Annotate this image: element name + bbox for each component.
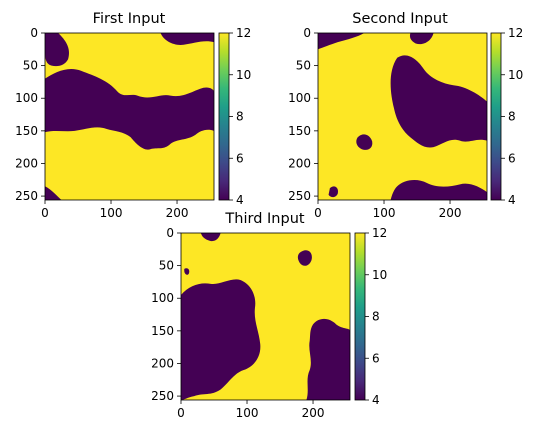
heatmap-low-region-3 — [200, 233, 221, 242]
heatmap-low-region-4 — [356, 134, 373, 150]
heatmap-low-region-2 — [306, 318, 350, 400]
heatmap-low-region-5 — [390, 180, 487, 200]
y-tick-label: 150 — [288, 124, 311, 138]
colorbar — [354, 232, 366, 401]
heatmap-panel-2: Second Input 0 100 200 0 50 100 150 200 250 4 6 8 10 1… — [288, 11, 523, 220]
heatmap-low-region-2 — [45, 33, 69, 67]
heatmap-panel-3: Third Input 0 100 200 0 50 100 150 200 250 4 6 8 10 12 — [151, 211, 387, 420]
heatmap-low-region-1 — [45, 68, 214, 150]
y-tick-label: 50 — [159, 259, 174, 273]
y-tick-label: 250 — [15, 189, 38, 203]
heatmap-low-region-5 — [184, 268, 190, 275]
axes-frame — [180, 232, 351, 401]
x-tick-label: 0 — [41, 206, 49, 220]
x-tick-label: 100 — [373, 206, 396, 220]
heatmap-low-region-4 — [45, 186, 62, 200]
colorbar-tick-label: 4 — [236, 193, 244, 207]
colorbar-tick-label: 10 — [236, 68, 251, 82]
heatmap-low-region-4 — [297, 250, 312, 266]
heatmap-low-region-3 — [160, 33, 214, 45]
panel-title: Third Input — [224, 211, 304, 227]
y-tick-label: 100 — [151, 291, 174, 305]
colorbar-tick-label: 12 — [508, 26, 523, 40]
heatmap-low-region-1 — [181, 279, 261, 400]
colorbar-tick-label: 4 — [372, 393, 380, 407]
x-tick-label: 100 — [236, 406, 259, 420]
colorbar-tick-label: 4 — [508, 193, 516, 207]
y-tick-label: 150 — [15, 124, 38, 138]
y-tick-label: 200 — [288, 156, 311, 170]
y-tick-label: 50 — [23, 59, 38, 73]
colorbar-tick-label: 6 — [236, 151, 244, 165]
x-tick-label: 200 — [166, 206, 189, 220]
x-tick-label: 0 — [314, 206, 322, 220]
heatmap-low-region-1 — [390, 55, 487, 148]
y-tick-label: 0 — [30, 26, 38, 40]
y-tick-label: 250 — [151, 389, 174, 403]
x-tick-label: 200 — [302, 406, 325, 420]
y-tick-label: 250 — [288, 189, 311, 203]
y-tick-label: 0 — [166, 226, 174, 240]
colorbar-tick-label: 6 — [372, 351, 380, 365]
colorbar-tick-label: 12 — [372, 226, 387, 240]
colorbar-tick-label: 8 — [508, 110, 516, 124]
axes-frame — [44, 32, 215, 201]
y-tick-label: 200 — [15, 156, 38, 170]
colorbar-tick-label: 6 — [508, 151, 516, 165]
colorbar — [218, 32, 230, 201]
heatmap-low-region-6 — [328, 186, 339, 198]
colorbar — [490, 32, 502, 201]
y-tick-label: 100 — [288, 91, 311, 105]
heatmap-low-region-3 — [409, 33, 434, 45]
panel-title: First Input — [93, 11, 166, 27]
heatmap-low-region-2 — [318, 33, 365, 50]
x-tick-label: 100 — [100, 206, 123, 220]
colorbar-tick-label: 8 — [372, 310, 380, 324]
axes-frame — [317, 32, 488, 201]
colorbar-tick-label: 10 — [508, 68, 523, 82]
y-tick-label: 100 — [15, 91, 38, 105]
y-tick-label: 50 — [296, 59, 311, 73]
colorbar-tick-label: 8 — [236, 110, 244, 124]
y-tick-label: 150 — [151, 324, 174, 338]
y-tick-label: 200 — [151, 356, 174, 370]
x-tick-label: 200 — [439, 206, 462, 220]
heatmap-panel-1: First Input 0 100 200 0 50 100 150 200 250 4 6 8 10 12 — [15, 11, 251, 220]
y-tick-label: 0 — [303, 26, 311, 40]
x-tick-label: 0 — [177, 406, 185, 420]
panel-title: Second Input — [352, 11, 448, 27]
colorbar-tick-label: 10 — [372, 268, 387, 282]
colorbar-tick-label: 12 — [236, 26, 251, 40]
